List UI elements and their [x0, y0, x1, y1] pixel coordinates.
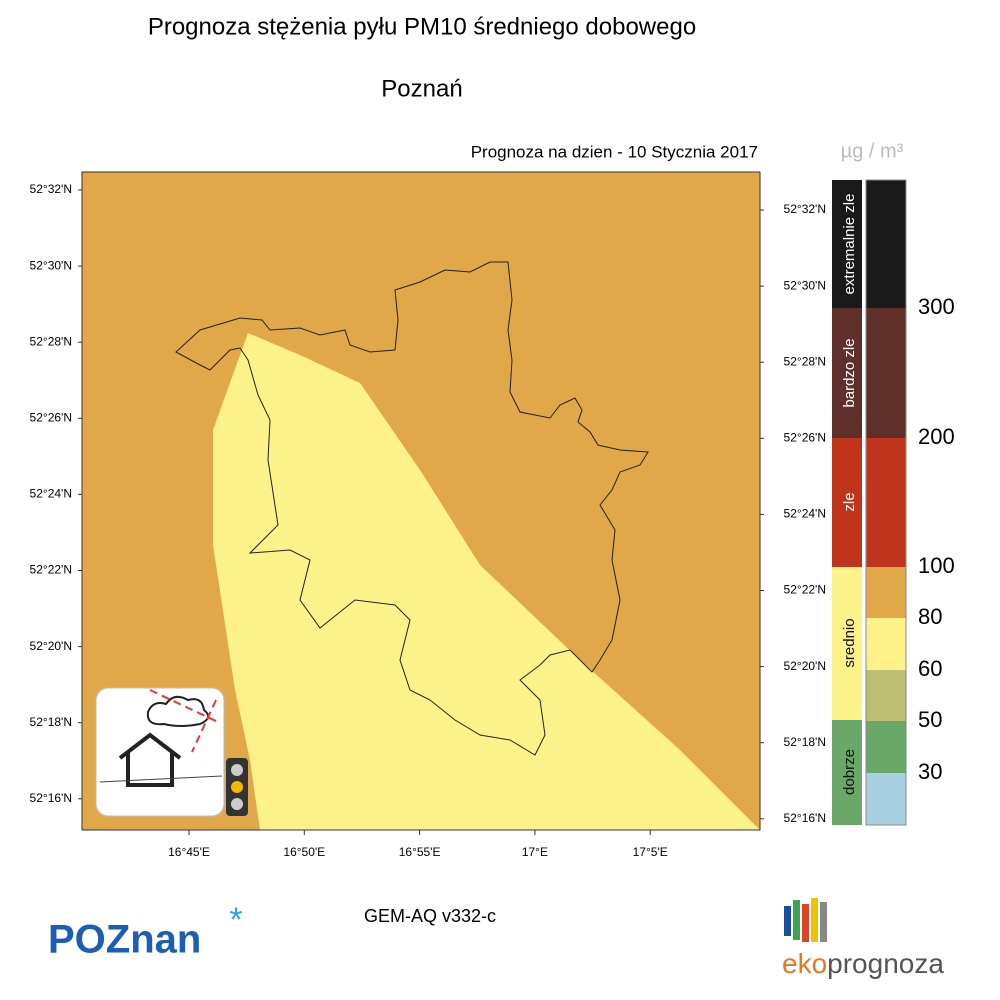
category-band	[832, 567, 862, 720]
lat-label-right: 52°18'N	[784, 735, 826, 749]
logo-ekoprognoza: ekoprognoza	[782, 948, 944, 979]
logo-asterisk: *	[229, 901, 242, 939]
scale-band	[866, 773, 906, 825]
category-label: bardzo zle	[841, 338, 858, 407]
scale-band	[866, 567, 906, 618]
light	[231, 798, 243, 810]
lat-labels: 52°32'N 52°32'N 52°30'N 52°30'N 52°28'N 52°28…	[30, 182, 826, 825]
lat-label-left: 52°26'N	[30, 410, 72, 424]
warning-icon	[95, 687, 248, 817]
forecast-area	[213, 333, 760, 830]
category-label: srednio	[841, 618, 858, 667]
category-band	[832, 438, 862, 567]
date: Prognoza na dzien - 10 Stycznia 2017	[471, 142, 758, 161]
colorbar: extremalnie zle bardzo zle zle srednio d…	[832, 179, 907, 826]
light	[231, 781, 243, 793]
city-boundary	[175, 261, 649, 756]
category-label: dobrze	[841, 749, 858, 795]
scale-band	[866, 438, 906, 567]
lon-label: 16°50'E	[283, 845, 325, 859]
lat-label-left: 52°16'N	[30, 791, 72, 805]
threshold-label: 60	[918, 656, 942, 681]
logo-prognoza: prognoza	[827, 948, 944, 979]
lat-label-left: 52°28'N	[30, 334, 72, 348]
category-band	[832, 308, 862, 438]
lon-labels: 16°45'E 16°50'E 16°55'E 17°E 17°5'E	[168, 830, 668, 859]
map-frame	[81, 171, 761, 831]
threshold-label: 100	[918, 553, 955, 578]
category-band	[832, 180, 862, 308]
lat-label-right: 52°28'N	[784, 354, 826, 368]
unit: µg / m³	[841, 140, 904, 162]
lon-label: 17°5'E	[633, 845, 668, 859]
lat-label-right: 52°22'N	[784, 583, 826, 597]
icon-house	[118, 732, 182, 787]
lat-label-right: 52°16'N	[784, 811, 826, 825]
lon-label: 16°45'E	[168, 845, 210, 859]
logo-bars	[784, 898, 827, 942]
lat-label-right: 52°30'N	[784, 278, 826, 292]
lon-label: 16°55'E	[399, 845, 441, 859]
lat-label-right: 52°26'N	[784, 430, 826, 444]
threshold-label: 50	[918, 707, 942, 732]
scale-band	[866, 670, 906, 721]
title: Prognoza stężenia pyłu PM10 średniego do…	[148, 13, 696, 40]
icon-cloud	[146, 695, 210, 727]
icon-ground	[99, 775, 223, 783]
lat-label-left: 52°30'N	[30, 258, 72, 272]
lat-label-right: 52°32'N	[784, 202, 826, 216]
scale-band	[866, 618, 906, 670]
lat-label-left: 52°32'N	[30, 182, 72, 196]
category-label: zle	[841, 492, 858, 511]
threshold-label: 200	[918, 424, 955, 449]
threshold-label: 300	[918, 294, 955, 319]
lat-label-left: 52°20'N	[30, 639, 72, 653]
city: Poznań	[381, 75, 462, 102]
lat-label-left: 52°18'N	[30, 715, 72, 729]
lat-label-right: 52°24'N	[784, 507, 826, 521]
category-label: extremalnie zle	[841, 194, 858, 295]
logo-eko: eko	[782, 948, 827, 979]
light	[231, 764, 243, 776]
scale-band	[866, 721, 906, 773]
threshold-label: 30	[918, 759, 942, 784]
scale-band	[866, 180, 906, 308]
lat-label-left: 52°24'N	[30, 487, 72, 501]
icon-strike	[149, 689, 219, 753]
lat-label-left: 52°22'N	[30, 563, 72, 577]
threshold-labels: 300 200 100 80 60 50 30	[918, 294, 955, 784]
scale-frame	[865, 179, 907, 826]
model-name: GEM-AQ v332-c	[364, 906, 496, 926]
scale-band	[866, 308, 906, 438]
lat-label-right: 52°20'N	[784, 659, 826, 673]
lon-label: 17°E	[522, 845, 548, 859]
threshold-label: 80	[918, 604, 942, 629]
logo-poznan: POZnan	[48, 918, 201, 962]
category-band	[832, 720, 862, 825]
